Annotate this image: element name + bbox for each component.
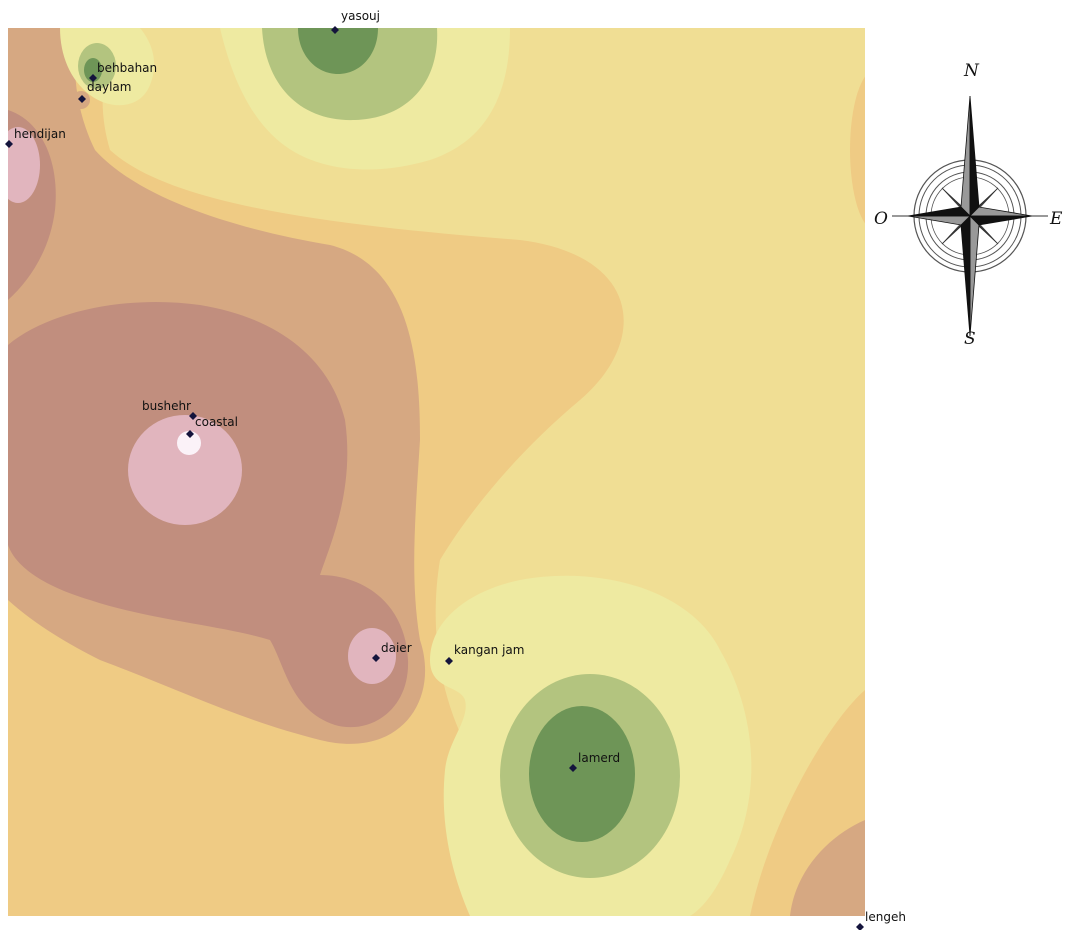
zone-pink-daier xyxy=(348,628,396,684)
station-marker-icon xyxy=(445,657,453,665)
interpolated-surface xyxy=(8,28,865,916)
compass-rose-icon xyxy=(892,95,1048,337)
station-marker-icon xyxy=(372,654,380,662)
station-marker-icon xyxy=(569,764,577,772)
station-marker-icon xyxy=(856,923,864,930)
station-coastal: coastal xyxy=(186,415,238,438)
station-marker-icon xyxy=(189,412,197,420)
zone-white-coastal xyxy=(177,431,201,455)
zone-tan-southeast xyxy=(790,820,865,916)
station-marker-icon xyxy=(89,74,97,82)
station-label: yasouj xyxy=(341,9,380,23)
station-daier: daier xyxy=(372,641,412,662)
compass-west-label: O xyxy=(874,209,888,229)
station-marker-icon xyxy=(331,26,339,34)
zone-darkgreen-north xyxy=(298,28,378,74)
station-behbahan: behbahan xyxy=(89,61,157,82)
station-label: daier xyxy=(381,641,412,655)
station-label: daylam xyxy=(87,80,131,94)
compass-rose: N S E O xyxy=(874,61,1063,349)
compass-east-label: E xyxy=(1049,209,1063,229)
station-label: lamerd xyxy=(578,751,620,765)
station-marker-icon xyxy=(78,95,86,103)
station-yasouj: yasouj xyxy=(331,9,380,34)
station-bushehr: bushehr xyxy=(142,399,197,420)
station-label: coastal xyxy=(195,415,238,429)
station-layer: yasouj behbahan daylam hendijan bushehr coast… xyxy=(5,9,906,930)
station-label: behbahan xyxy=(97,61,157,75)
compass-north-label: N xyxy=(963,61,980,81)
compass-south-label: S xyxy=(964,329,976,349)
station-daylam: daylam xyxy=(78,80,131,103)
station-lamerd: lamerd xyxy=(569,751,620,772)
station-lengeh: lengeh xyxy=(856,910,906,930)
station-label: kangan jam xyxy=(454,643,524,657)
zone-darkgreen-behbahan xyxy=(84,58,102,82)
zone-pink-bushehr xyxy=(128,415,242,525)
station-kangan-jam: kangan jam xyxy=(445,643,524,665)
station-hendijan: hendijan xyxy=(5,127,66,148)
station-label: hendijan xyxy=(14,127,66,141)
zone-orange-east xyxy=(850,76,865,224)
zone-darkgreen-south xyxy=(529,706,635,842)
zone-pink-hendijan xyxy=(8,127,40,203)
station-label: bushehr xyxy=(142,399,191,413)
station-label: lengeh xyxy=(865,910,906,924)
station-marker-icon xyxy=(186,430,194,438)
station-marker-icon xyxy=(5,140,13,148)
